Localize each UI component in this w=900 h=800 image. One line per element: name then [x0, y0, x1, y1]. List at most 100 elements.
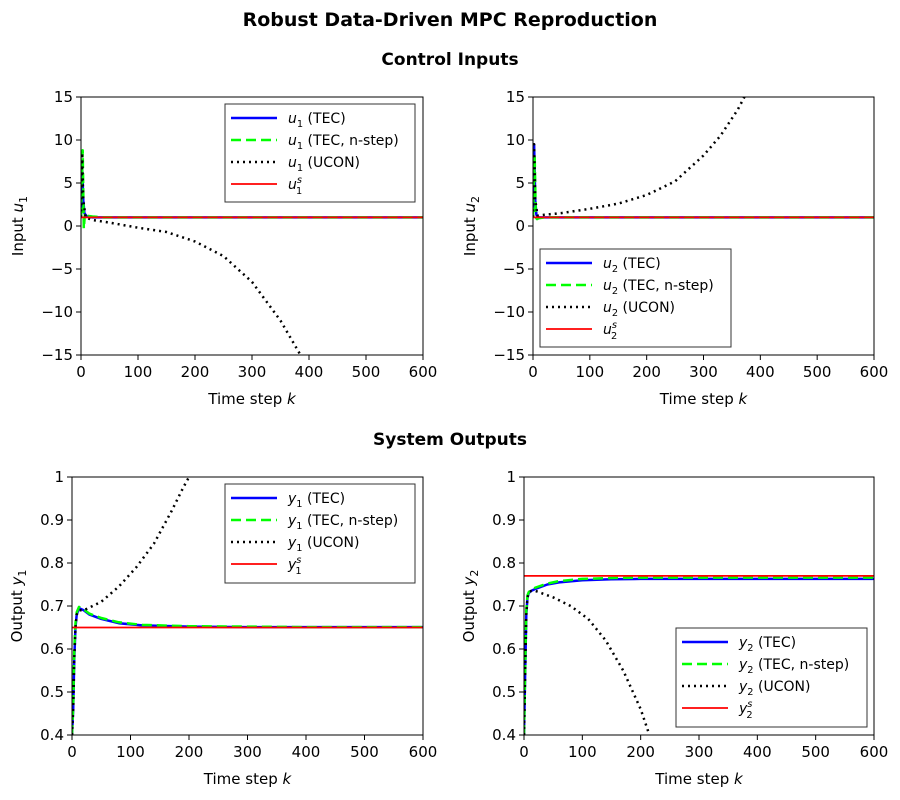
- legend-entry-tec: y2 (TEC): [738, 635, 796, 654]
- legend-entry-ucon: y1 (UCON): [287, 535, 359, 554]
- y-tick-label: 0.4: [492, 726, 516, 744]
- x-tick-label: 600: [860, 363, 889, 381]
- y-tick-label: 0.9: [492, 511, 516, 529]
- svg-text:Output y1: Output y1: [8, 570, 29, 643]
- x-tick-label: 500: [352, 363, 381, 381]
- x-tick-label: 0: [67, 743, 77, 761]
- y-tick-label: −10: [41, 303, 73, 321]
- y-tick-label: 0.6: [492, 640, 516, 658]
- x-tick-label: 400: [743, 743, 772, 761]
- x-axis-label: Time step k: [203, 770, 293, 788]
- legend: u1 (TEC) u1 (TEC, n-step) u1 (UCON)us 1: [224, 103, 416, 203]
- y-tick-label: 0.7: [492, 597, 516, 615]
- legend-entry-tec: u1 (TEC): [288, 111, 346, 130]
- y-tick-label: 0: [515, 217, 525, 235]
- x-tick-label: 400: [292, 743, 321, 761]
- x-tick-label: 100: [576, 363, 605, 381]
- y-tick-label: 0.8: [492, 554, 516, 572]
- x-axis-label: Time step k: [207, 390, 297, 408]
- x-tick-label: 300: [238, 363, 267, 381]
- series-line-y1-tec_nstep: [72, 605, 423, 735]
- x-tick-label: 100: [124, 363, 153, 381]
- y-tick-label: 0: [63, 217, 73, 235]
- x-tick-label: 300: [685, 743, 714, 761]
- x-tick-label: 500: [803, 363, 832, 381]
- x-tick-label: 600: [860, 743, 889, 761]
- legend: y2 (TEC) y2 (TEC, n-step) y2 (UCON)ys 2: [675, 627, 868, 728]
- x-tick-label: 0: [528, 363, 538, 381]
- svg-text:Output y2: Output y2: [460, 570, 481, 643]
- y-tick-label: 5: [515, 174, 525, 192]
- legend-box: [539, 248, 732, 348]
- x-tick-label: 400: [295, 363, 324, 381]
- figure-title: Robust Data-Driven MPC Reproduction: [243, 9, 658, 31]
- y-axis-label: Output y2: [460, 570, 481, 643]
- chart-u1: 0 100 200 300 400 500 600 −15 −10 −5 0 5 10 15 Time st…: [9, 88, 437, 408]
- y-tick-label: 1: [54, 468, 64, 486]
- x-axis-label: Time step k: [654, 770, 744, 788]
- series-line-y2-tec_nstep: [524, 576, 874, 735]
- y-tick-label: −5: [503, 260, 525, 278]
- legend-entry-ucon: u2 (UCON): [603, 300, 675, 319]
- x-tick-label: 600: [409, 743, 438, 761]
- y-tick-label: 5: [63, 174, 73, 192]
- y-tick-label: 0.9: [40, 511, 64, 529]
- y-axis-label: Output y1: [8, 570, 29, 643]
- x-tick-label: 200: [181, 363, 210, 381]
- svg-text:Input u2: Input u2: [461, 196, 482, 256]
- chart-y2: 0 100 200 300 400 500 600 0.4 0.5 0.6 0.7 0.8 0.9 1 Ti…: [460, 468, 888, 788]
- y-tick-label: −5: [51, 260, 73, 278]
- y-tick-label: 10: [506, 131, 525, 149]
- x-tick-label: 0: [76, 363, 86, 381]
- y-tick-label: 15: [506, 88, 525, 106]
- y-tick-label: 0.8: [40, 554, 64, 572]
- x-tick-label: 200: [632, 363, 661, 381]
- legend-box: [224, 103, 416, 203]
- svg-text:Input u1: Input u1: [9, 196, 30, 256]
- legend-entry-tec: y1 (TEC): [287, 491, 345, 510]
- legend-entry-tec_nstep: y2 (TEC, n-step): [738, 657, 849, 676]
- legend-entry-ucon: y2 (UCON): [738, 679, 810, 698]
- x-tick-label: 200: [175, 743, 204, 761]
- chart-u2: 0 100 200 300 400 500 600 −15 −10 −5 0 5 10 15 Time st…: [461, 88, 888, 408]
- section-title-inputs: Control Inputs: [381, 50, 518, 70]
- y-tick-label: −15: [493, 346, 525, 364]
- y-tick-label: −15: [41, 346, 73, 364]
- x-tick-label: 300: [233, 743, 262, 761]
- legend-entry-setpoint: us 1: [288, 175, 302, 197]
- y-tick-label: 0.4: [40, 726, 64, 744]
- legend-entry-tec: u2 (TEC): [603, 256, 661, 275]
- y-tick-label: −10: [493, 303, 525, 321]
- y-tick-label: 10: [54, 131, 73, 149]
- y-tick-label: 0.5: [492, 683, 516, 701]
- y-tick-label: 1: [506, 468, 516, 486]
- legend-entry-tec_nstep: u1 (TEC, n-step): [288, 133, 399, 152]
- legend-entry-setpoint: ys 1: [287, 555, 302, 577]
- y-tick-label: 0.7: [40, 597, 64, 615]
- x-tick-label: 500: [801, 743, 830, 761]
- y-axis-label: Input u1: [9, 196, 30, 256]
- chart-y1: 0 100 200 300 400 500 600 0.4 0.5 0.6 0.7 0.8 0.9 1 Ti…: [8, 468, 437, 788]
- series-line-u2-tec: [533, 143, 874, 219]
- series-line-u2-ucon: [533, 97, 746, 218]
- x-tick-label: 0: [519, 743, 529, 761]
- y-axis-label: Input u2: [461, 196, 482, 256]
- legend-entry-tec_nstep: y1 (TEC, n-step): [287, 513, 398, 532]
- series-line-y1-ucon: [72, 477, 191, 735]
- x-tick-label: 300: [689, 363, 718, 381]
- y-tick-label: 0.6: [40, 640, 64, 658]
- y-tick-label: 0.5: [40, 683, 64, 701]
- x-tick-label: 600: [409, 363, 438, 381]
- series-line-u1-ucon: [81, 151, 302, 355]
- section-title-outputs: System Outputs: [373, 430, 527, 450]
- x-tick-label: 500: [350, 743, 379, 761]
- legend-entry-tec_nstep: u2 (TEC, n-step): [603, 278, 714, 297]
- legend: u2 (TEC) u2 (TEC, n-step) u2 (UCON)us 2: [539, 248, 732, 348]
- legend-box: [675, 627, 868, 728]
- x-tick-label: 100: [116, 743, 145, 761]
- x-tick-label: 200: [626, 743, 655, 761]
- series-line-y2-ucon: [524, 589, 651, 735]
- legend-entry-setpoint: us 2: [603, 320, 617, 342]
- legend-entry-ucon: u1 (UCON): [288, 155, 360, 174]
